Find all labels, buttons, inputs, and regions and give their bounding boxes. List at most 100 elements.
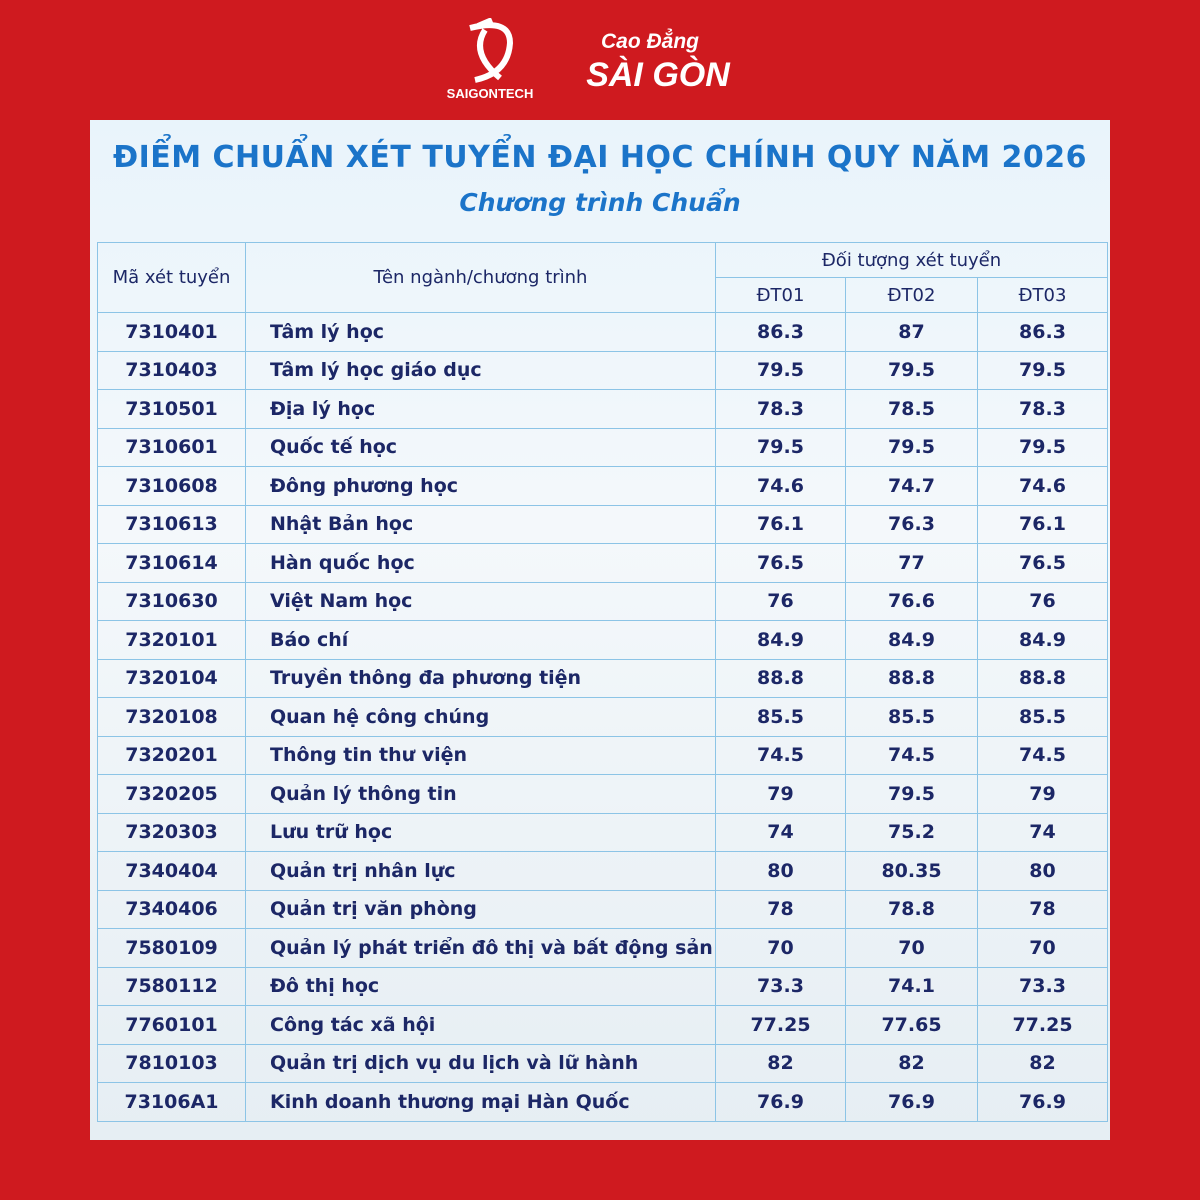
- score-cell: 74.5: [977, 735, 1108, 775]
- score-cell: 79: [977, 774, 1108, 814]
- header-cell: Tên ngành/chương trình: [245, 242, 716, 313]
- score-cell: 84.9: [845, 620, 978, 660]
- title: ĐIỂM CHUẨN XÉT TUYỂN ĐẠI HỌC CHÍNH QUY N…: [112, 140, 1088, 175]
- header-cell: Mã xét tuyển: [97, 242, 246, 313]
- name-cell: Nhật Bản học: [245, 504, 716, 544]
- table-row: 7320108 Quan hệ công chúng 85.5 85.5 85.5: [97, 697, 1108, 737]
- table-row: 7320205 Quản lý thông tin 79 79.5 79: [97, 774, 1108, 814]
- score-cell: 76.5: [715, 543, 846, 583]
- score-cell: 82: [845, 1043, 978, 1083]
- score-cell: 77.25: [715, 1005, 846, 1045]
- table-row: 7310501 Địa lý học 78.3 78.5 78.3: [97, 389, 1108, 429]
- score-cell: 76.1: [977, 504, 1108, 544]
- code-cell: 7310403: [97, 350, 246, 390]
- name-cell: Quản trị dịch vụ du lịch và lữ hành: [245, 1043, 716, 1083]
- code-cell: 7320303: [97, 812, 246, 852]
- score-cell: 76: [715, 581, 846, 621]
- score-cell: 70: [977, 928, 1108, 968]
- score-cell: 79.5: [845, 350, 978, 390]
- table-row: 7580109 Quản lý phát triển đô thị và bất …: [97, 928, 1108, 968]
- code-cell: 7340404: [97, 851, 246, 891]
- score-cell: 88.8: [845, 658, 978, 698]
- score-cell: 80: [977, 851, 1108, 891]
- code-cell: 7580112: [97, 966, 246, 1006]
- score-cell: 76.3: [845, 504, 978, 544]
- logo-line1: Cao Đẳng: [601, 30, 699, 53]
- score-cell: 78.3: [977, 389, 1108, 429]
- score-cell: 70: [845, 928, 978, 968]
- code-cell: 7310630: [97, 581, 246, 621]
- score-cell: 85.5: [845, 697, 978, 737]
- code-cell: 73106A1: [97, 1082, 246, 1122]
- code-cell: 7310613: [97, 504, 246, 544]
- name-cell: Công tác xã hội: [245, 1005, 716, 1045]
- logo-brand: SAIGONTECH: [447, 86, 534, 101]
- score-cell: 88.8: [977, 658, 1108, 698]
- code-cell: 7320201: [97, 735, 246, 775]
- score-cell: 82: [977, 1043, 1108, 1083]
- table-row: 7810103 Quản trị dịch vụ du lịch và lữ hà…: [97, 1043, 1108, 1083]
- table-row: 7320104 Truyền thông đa phương tiện 88.8 88…: [97, 658, 1108, 698]
- score-cell: 78.3: [715, 389, 846, 429]
- score-cell: 82: [715, 1043, 846, 1083]
- table-row: 7310608 Đông phương học 74.6 74.7 74.6: [97, 466, 1108, 506]
- score-cell: 74.5: [715, 735, 846, 775]
- code-cell: 7320205: [97, 774, 246, 814]
- name-cell: Quốc tế học: [245, 427, 716, 467]
- code-cell: 7310601: [97, 427, 246, 467]
- score-cell: 74.6: [977, 466, 1108, 506]
- score-cell: 79.5: [977, 350, 1108, 390]
- score-cell: 86.3: [715, 312, 846, 352]
- header-cell: ĐT01: [715, 277, 846, 313]
- score-cell: 80: [715, 851, 846, 891]
- score-cell: 85.5: [715, 697, 846, 737]
- code-cell: 7310614: [97, 543, 246, 583]
- code-cell: 7810103: [97, 1043, 246, 1083]
- table-row: 7310614 Hàn quốc học 76.5 77 76.5: [97, 543, 1108, 583]
- logo-line2: SÀI GÒN: [586, 56, 731, 94]
- score-cell: 77.25: [977, 1005, 1108, 1045]
- score-cell: 76.9: [977, 1082, 1108, 1122]
- name-cell: Báo chí: [245, 620, 716, 660]
- name-cell: Lưu trữ học: [245, 812, 716, 852]
- score-cell: 79: [715, 774, 846, 814]
- score-cell: 78.5: [845, 389, 978, 429]
- name-cell: Quản lý thông tin: [245, 774, 716, 814]
- table-row: 73106A1 Kinh doanh thương mại Hàn Quốc 76.…: [97, 1082, 1108, 1122]
- score-cell: 79.5: [845, 774, 978, 814]
- score-cell: 78: [715, 889, 846, 929]
- score-cell: 73.3: [715, 966, 846, 1006]
- name-cell: Đông phương học: [245, 466, 716, 506]
- score-cell: 74.6: [715, 466, 846, 506]
- code-cell: 7310608: [97, 466, 246, 506]
- score-cell: 76.5: [977, 543, 1108, 583]
- score-cell: 85.5: [977, 697, 1108, 737]
- subtitle: Chương trình Chuẩn: [459, 188, 741, 217]
- score-cell: 84.9: [977, 620, 1108, 660]
- table-row: 7320201 Thông tin thư viện 74.5 74.5 74.5: [97, 735, 1108, 775]
- name-cell: Địa lý học: [245, 389, 716, 429]
- code-cell: 7310501: [97, 389, 246, 429]
- header-cell: ĐT03: [977, 277, 1108, 313]
- score-cell: 75.2: [845, 812, 978, 852]
- score-cell: 79.5: [845, 427, 978, 467]
- header-cell: ĐT02: [845, 277, 978, 313]
- table-row: 7320101 Báo chí 84.9 84.9 84.9: [97, 620, 1108, 660]
- name-cell: Quan hệ công chúng: [245, 697, 716, 737]
- table-row: 7310601 Quốc tế học 79.5 79.5 79.5: [97, 427, 1108, 467]
- table-row: 7340404 Quản trị nhân lực 80 80.35 80: [97, 851, 1108, 891]
- code-cell: 7580109: [97, 928, 246, 968]
- score-cell: 79.5: [715, 350, 846, 390]
- score-cell: 70: [715, 928, 846, 968]
- code-cell: 7340406: [97, 889, 246, 929]
- score-cell: 76: [977, 581, 1108, 621]
- name-cell: Đô thị học: [245, 966, 716, 1006]
- score-cell: 78: [977, 889, 1108, 929]
- score-cell: 74.5: [845, 735, 978, 775]
- score-cell: 78.8: [845, 889, 978, 929]
- name-cell: Truyền thông đa phương tiện: [245, 658, 716, 698]
- name-cell: Quản lý phát triển đô thị và bất động sả…: [245, 928, 716, 968]
- score-cell: 77: [845, 543, 978, 583]
- score-cell: 76.9: [715, 1082, 846, 1122]
